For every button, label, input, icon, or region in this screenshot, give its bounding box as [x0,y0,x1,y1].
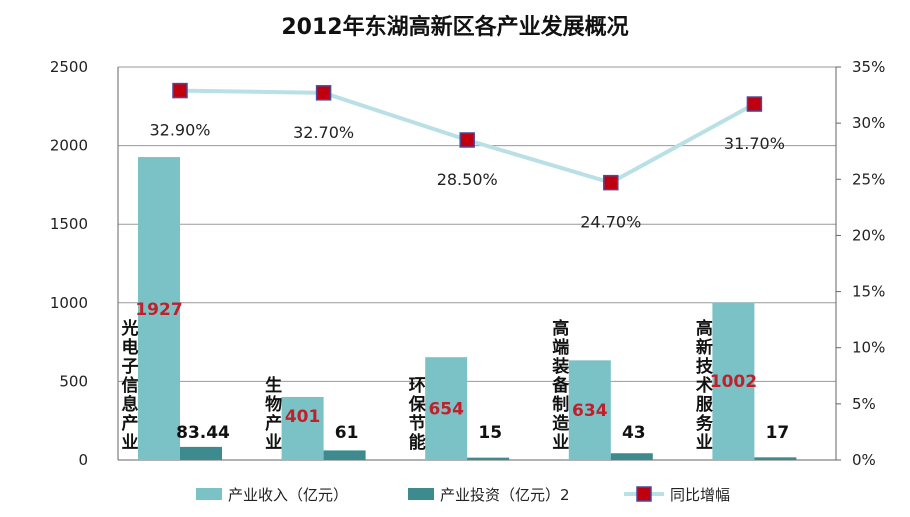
left-tick-label: 2000 [50,137,88,155]
investment-value-label: 43 [622,423,646,443]
right-tick-label: 15% [852,283,885,301]
category-labels: 光电子信息产业 生物产业 环保节能 高端装备制造业 高新技术服务业 [121,318,714,453]
legend-label-growth: 同比增幅 [670,486,730,504]
bars [138,157,797,460]
category-label: 环保节能 [408,376,427,453]
growth-marker [603,174,619,191]
right-tick-label: 0% [852,451,876,469]
investment-value-label: 83.44 [176,423,230,443]
investment-bar [323,450,366,460]
legend-marker-growth [636,486,652,502]
growth-value-label: 32.90% [149,121,210,140]
investment-value-label: 61 [335,423,359,443]
growth-value-label: 32.70% [293,123,354,142]
investment-value-label: 15 [478,423,502,443]
category-label: 高新技术服务业 [696,318,714,453]
legend-label-investment: 产业投资（亿元）2 [440,486,570,504]
left-tick-label: 0 [78,451,88,469]
revenue-bar [138,157,180,460]
growth-marker [315,85,332,101]
growth-marker [459,132,475,148]
revenue-bar [281,396,324,460]
right-tick-label: 20% [852,226,885,244]
revenue-value-label: 401 [285,407,321,427]
revenue-value-label: 1002 [710,372,757,392]
right-axis: 0% 5% 10% 15% 20% 25% 30% 35% [835,58,885,469]
investment-bar [467,457,510,460]
right-tick-label: 5% [852,395,876,413]
legend-swatch-revenue [196,488,222,500]
revenue-bar [568,360,611,460]
category-label: 高端装备制造业 [551,318,570,453]
bar-labels: 1927 83.44 401 61 654 15 634 43 1002 17 [135,300,789,443]
revenue-bar [712,302,755,460]
right-tick-label: 30% [852,114,885,132]
left-tick-label: 500 [59,372,88,390]
legend: 产业收入（亿元） 产业投资（亿元）2 同比增幅 [196,486,730,504]
chart-title: 2012年东湖高新区各产业发展概况 [281,14,628,40]
left-axis: 0 500 1000 1500 2000 2500 [50,58,119,469]
left-tick-label: 1500 [50,215,88,233]
right-tick-label: 25% [852,170,885,188]
growth-marker [172,82,188,99]
investment-bar [754,457,797,460]
category-label: 生物产业 [265,375,282,453]
category-label: 光电子信息产业 [121,318,139,453]
growth-value-label: 31.70% [724,134,785,153]
revenue-bar [425,357,468,460]
revenue-value-label: 1927 [135,300,182,320]
growth-value-label: 28.50% [437,170,498,189]
revenue-value-label: 634 [572,401,608,421]
right-tick-label: 10% [852,339,885,357]
growth-value-label: 24.70% [580,213,641,232]
investment-bar [180,446,222,460]
revenue-value-label: 654 [428,400,464,420]
investment-bar [610,453,653,460]
legend-label-revenue: 产业收入（亿元） [228,486,348,504]
right-tick-label: 35% [852,58,885,76]
growth-line: 32.90% 32.70% 28.50% 24.70% 31.70% [149,82,785,232]
left-tick-label: 2500 [50,58,88,76]
gridlines [118,66,836,461]
legend-swatch-investment [408,488,434,500]
left-tick-label: 1000 [50,294,88,312]
growth-marker [746,96,763,112]
investment-value-label: 17 [766,423,790,443]
